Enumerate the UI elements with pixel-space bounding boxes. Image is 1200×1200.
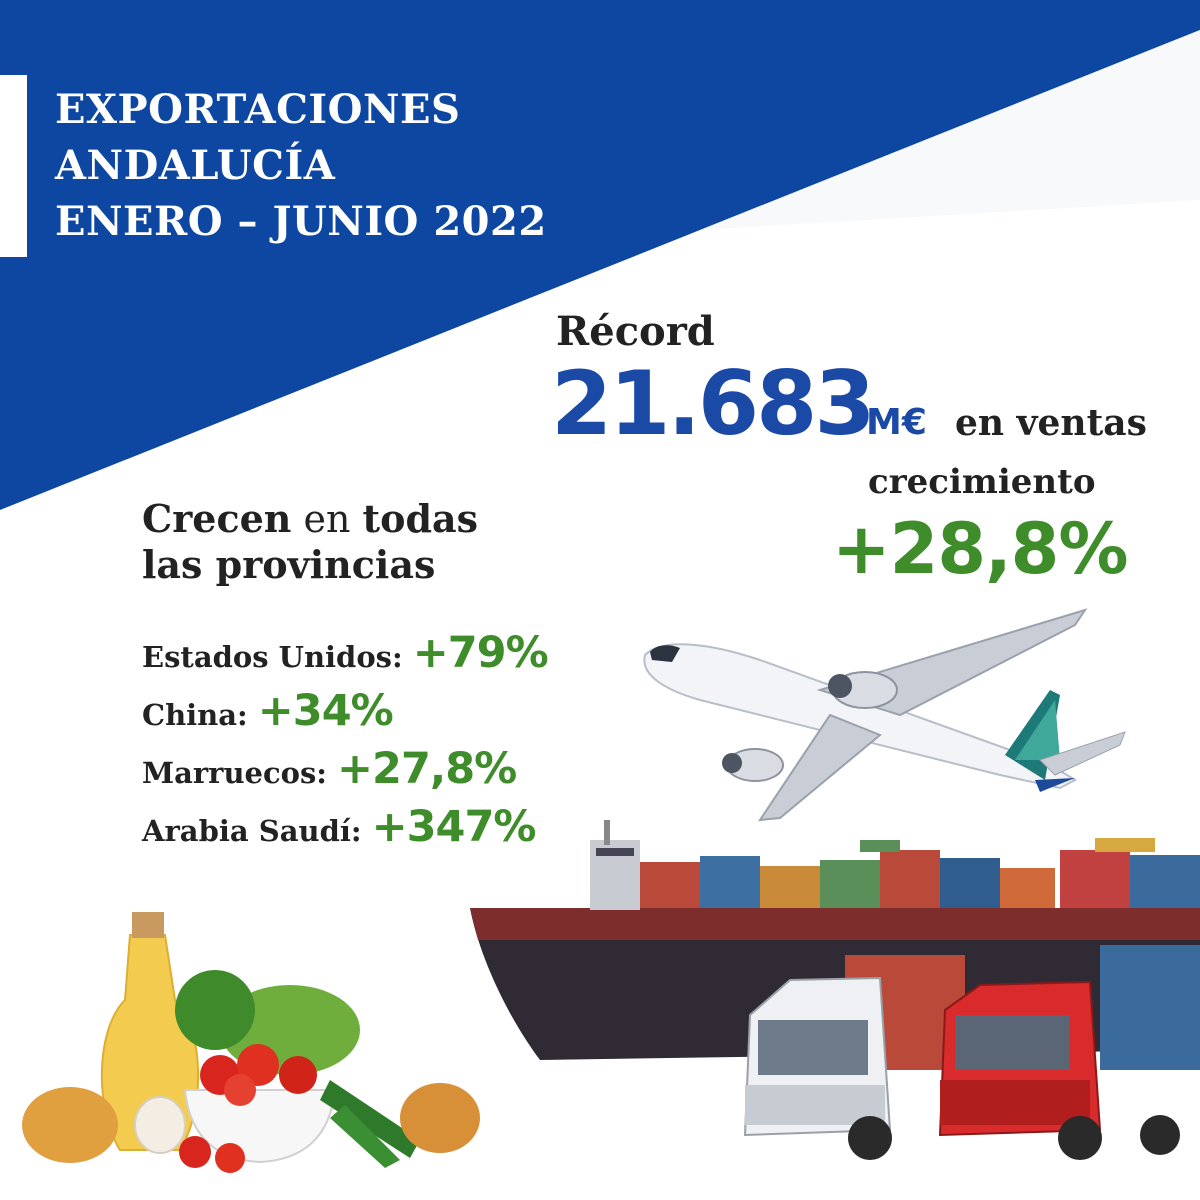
country-list: Estados Unidos: +79% China: +34% Marruec…	[142, 628, 549, 860]
record-label: Récord	[556, 308, 715, 355]
country-row: China: +34%	[142, 686, 548, 744]
country-name: Marruecos:	[142, 756, 328, 790]
title-accent-bar	[0, 75, 27, 257]
record-suffix: en ventas	[955, 402, 1147, 444]
country-row: Estados Unidos: +79%	[142, 628, 549, 686]
country-name: Arabia Saudí:	[142, 814, 362, 848]
country-value: +347%	[371, 802, 537, 852]
growth-value: +28,8%	[832, 508, 1128, 590]
title-line-1: EXPORTACIONES	[55, 86, 461, 133]
provinces-line-2: las provincias	[142, 542, 436, 587]
growth-label: crecimiento	[868, 462, 1096, 502]
country-row: Marruecos: +27,8%	[142, 744, 548, 802]
country-row: Arabia Saudí: +347%	[142, 802, 548, 860]
country-name: China:	[142, 698, 248, 732]
title-line-3: ENERO – JUNIO 2022	[55, 198, 547, 245]
record-value: 21.683	[551, 352, 876, 455]
country-value: +27,8%	[337, 744, 517, 794]
record-unit: M€	[866, 402, 927, 443]
page-title: EXPORTACIONES ANDALUCÍA ENERO – JUNIO 20…	[55, 82, 547, 250]
provinces-word-3: todas	[362, 496, 479, 541]
country-value: +34%	[257, 686, 394, 736]
provinces-word-1: Crecen	[142, 496, 292, 541]
country-name: Estados Unidos:	[142, 640, 403, 674]
title-line-2: ANDALUCÍA	[55, 142, 336, 189]
provinces-heading: Crecen en todas las provincias	[142, 496, 478, 588]
provinces-word-2: en	[303, 497, 351, 541]
country-value: +79%	[412, 628, 549, 678]
